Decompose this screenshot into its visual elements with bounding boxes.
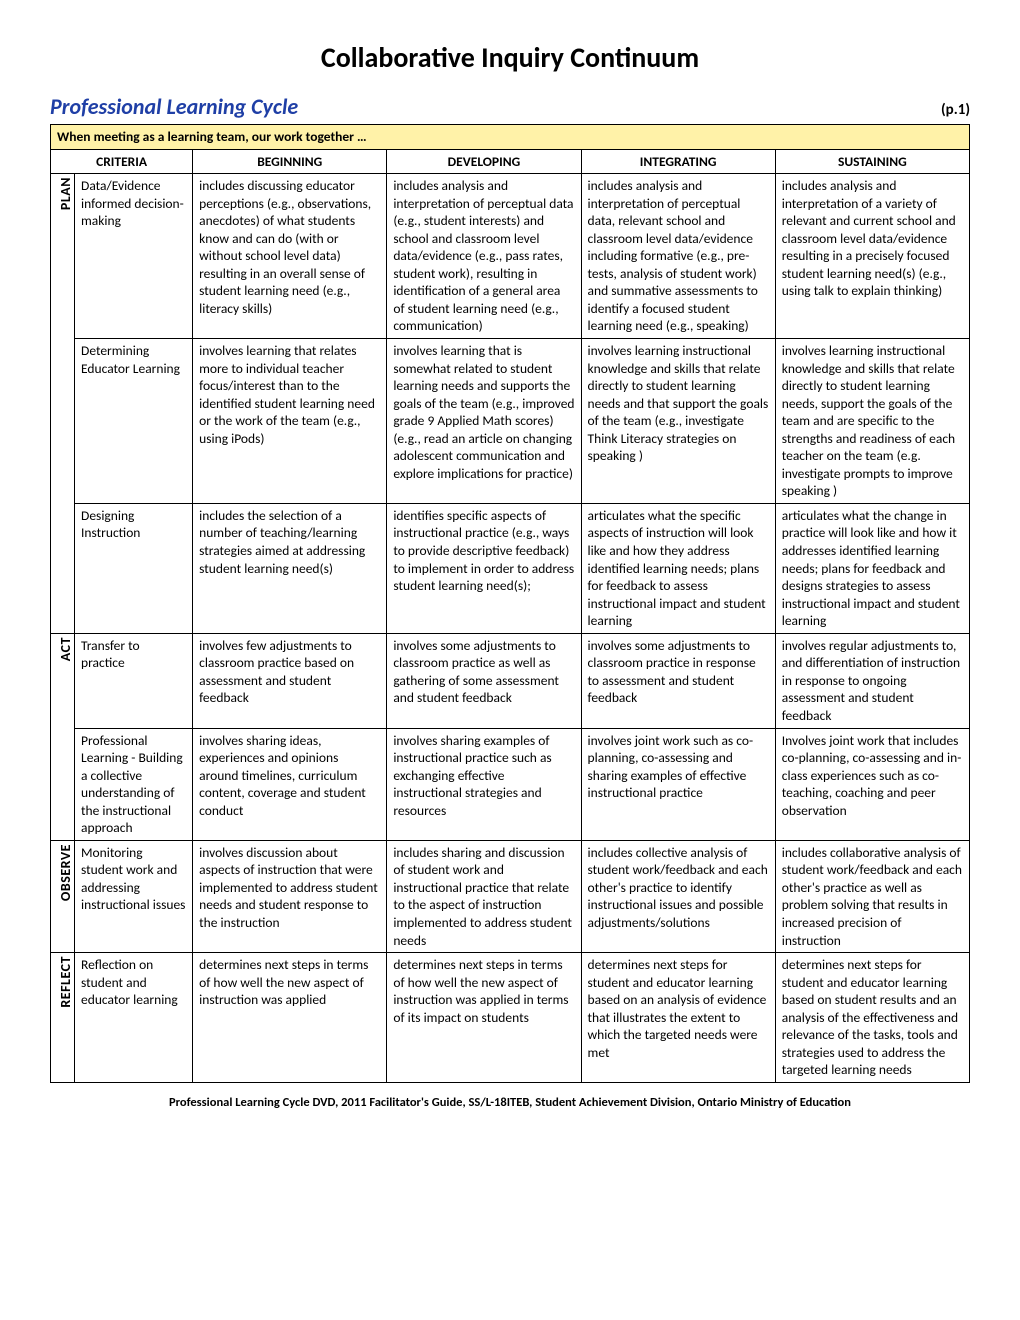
banner-row: When meeting as a learning team, our wor…: [51, 125, 970, 150]
cell-integrating: includes collective analysis of student …: [581, 840, 775, 952]
criteria-cell: Monitoring student work and addressing i…: [75, 840, 193, 952]
phase-act-label: ACT: [57, 637, 75, 661]
cell-integrating: involves learning instructional knowledg…: [581, 339, 775, 504]
banner-cell: When meeting as a learning team, our wor…: [51, 125, 970, 150]
phase-plan-cell: PLAN: [51, 174, 75, 634]
cell-integrating: involves some adjustments to classroom p…: [581, 633, 775, 728]
cell-integrating: articulates what the specific aspects of…: [581, 503, 775, 633]
cell-beginning: involves few adjustments to classroom pr…: [193, 633, 387, 728]
cell-sustaining: involves learning instructional knowledg…: [775, 339, 969, 504]
cell-integrating: involves joint work such as co-planning,…: [581, 728, 775, 840]
criteria-cell: Data/Evidence informed decision-making: [75, 174, 193, 339]
subtitle-row: Professional Learning Cycle (p.1): [50, 93, 970, 120]
criteria-cell: Designing Instruction: [75, 503, 193, 633]
header-developing: DEVELOPING: [387, 149, 581, 174]
footer-citation: Professional Learning Cycle DVD, 2011 Fa…: [50, 1095, 970, 1110]
cell-developing: involves sharing examples of instruction…: [387, 728, 581, 840]
phase-observe-label: OBSERVE: [57, 844, 75, 901]
phase-plan-label: PLAN: [57, 177, 75, 210]
table-row: REFLECT Reflection on student and educat…: [51, 953, 970, 1083]
page-title: Collaborative Inquiry Continuum: [50, 40, 970, 75]
subtitle: Professional Learning Cycle: [50, 93, 298, 120]
table-row: PLAN Data/Evidence informed decision-mak…: [51, 174, 970, 339]
table-row: Designing Instruction includes the selec…: [51, 503, 970, 633]
header-integrating: INTEGRATING: [581, 149, 775, 174]
cell-developing: identifies specific aspects of instructi…: [387, 503, 581, 633]
criteria-cell: Reflection on student and educator learn…: [75, 953, 193, 1083]
phase-act-cell: ACT: [51, 633, 75, 840]
page-number: (p.1): [941, 101, 970, 119]
table-row: ACT Transfer to practice involves few ad…: [51, 633, 970, 728]
criteria-cell: Determining Educator Learning: [75, 339, 193, 504]
cell-sustaining: involves regular adjustments to, and dif…: [775, 633, 969, 728]
phase-observe-cell: OBSERVE: [51, 840, 75, 952]
cell-sustaining: includes analysis and interpretation of …: [775, 174, 969, 339]
cell-sustaining: includes collaborative analysis of stude…: [775, 840, 969, 952]
rubric-table: When meeting as a learning team, our wor…: [50, 124, 970, 1083]
cell-beginning: involves sharing ideas, experiences and …: [193, 728, 387, 840]
cell-beginning: includes discussing educator perceptions…: [193, 174, 387, 339]
cell-sustaining: articulates what the change in practice …: [775, 503, 969, 633]
phase-reflect-label: REFLECT: [57, 956, 75, 1008]
table-row: OBSERVE Monitoring student work and addr…: [51, 840, 970, 952]
table-row: Determining Educator Learning involves l…: [51, 339, 970, 504]
criteria-cell: Transfer to practice: [75, 633, 193, 728]
cell-sustaining: determines next steps for student and ed…: [775, 953, 969, 1083]
table-row: Professional Learning - Building a colle…: [51, 728, 970, 840]
cell-developing: includes sharing and discussion of stude…: [387, 840, 581, 952]
header-row: CRITERIA BEGINNING DEVELOPING INTEGRATIN…: [51, 149, 970, 174]
cell-beginning: determines next steps in terms of how we…: [193, 953, 387, 1083]
cell-beginning: involves learning that relates more to i…: [193, 339, 387, 504]
cell-integrating: includes analysis and interpretation of …: [581, 174, 775, 339]
header-criteria: CRITERIA: [51, 149, 193, 174]
cell-developing: involves some adjustments to classroom p…: [387, 633, 581, 728]
criteria-cell: Professional Learning - Building a colle…: [75, 728, 193, 840]
cell-beginning: includes the selection of a number of te…: [193, 503, 387, 633]
cell-developing: determines next steps in terms of how we…: [387, 953, 581, 1083]
header-beginning: BEGINNING: [193, 149, 387, 174]
cell-developing: includes analysis and interpretation of …: [387, 174, 581, 339]
cell-developing: involves learning that is somewhat relat…: [387, 339, 581, 504]
cell-beginning: involves discussion about aspects of ins…: [193, 840, 387, 952]
phase-reflect-cell: REFLECT: [51, 953, 75, 1083]
cell-sustaining: Involves joint work that includes co-pla…: [775, 728, 969, 840]
cell-integrating: determines next steps for student and ed…: [581, 953, 775, 1083]
header-sustaining: SUSTAINING: [775, 149, 969, 174]
